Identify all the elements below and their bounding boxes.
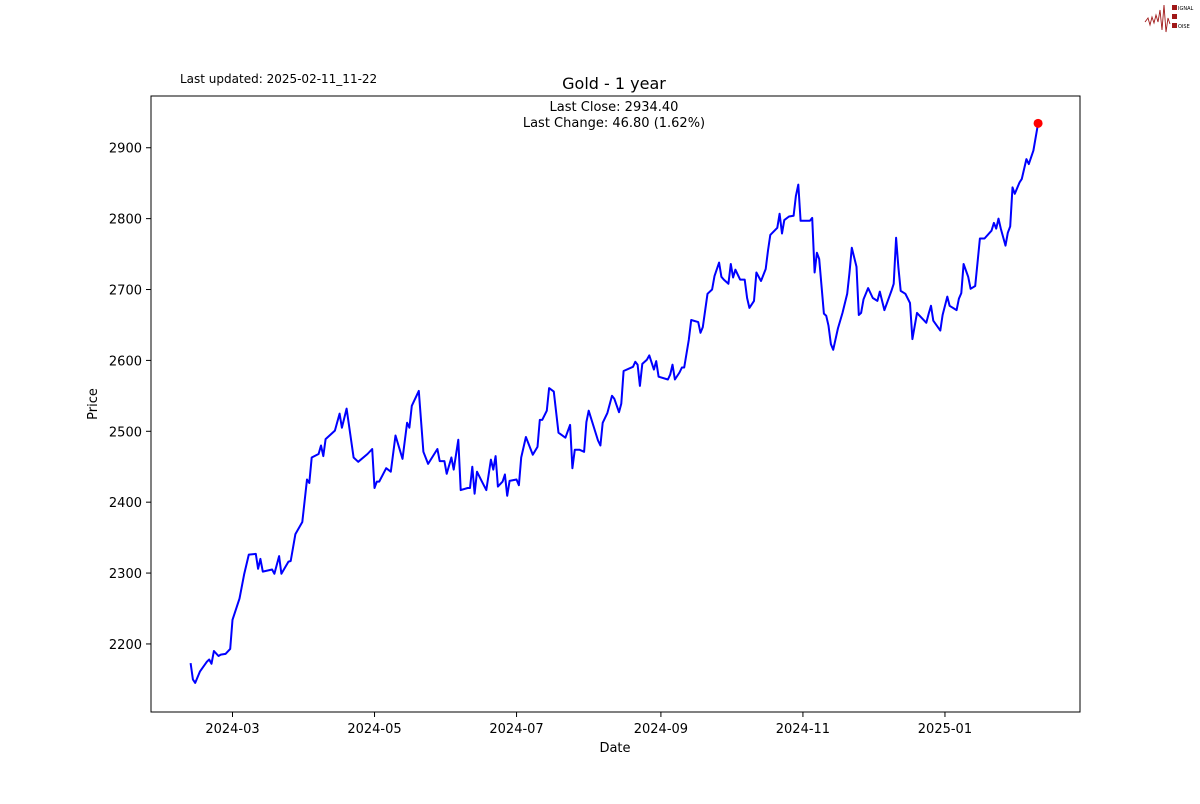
- y-tick-label: 2900: [109, 142, 142, 157]
- y-tick-label: 2800: [109, 213, 142, 228]
- x-tick-label: 2025-01: [918, 722, 972, 737]
- y-tick-label: 2300: [109, 567, 142, 582]
- last-close-annotation: Last Close: 2934.40: [550, 100, 679, 115]
- chart-title: Gold - 1 year: [562, 74, 666, 93]
- x-axis-ticks: 2024-03 2024-05 2024-07 2024-09 2024-11 2025-…: [205, 712, 972, 737]
- signal-2-noise-logo: IGNAL OISE: [1144, 4, 1194, 33]
- y-tick-label: 2500: [109, 425, 142, 440]
- svg-text:OISE: OISE: [1178, 24, 1190, 30]
- y-tick-label: 2400: [109, 496, 142, 511]
- x-axis-label: Date: [599, 741, 630, 756]
- last-close-point: [1033, 118, 1043, 128]
- x-tick-label: 2024-05: [347, 722, 401, 737]
- y-tick-label: 2600: [109, 354, 142, 369]
- x-tick-label: 2024-07: [489, 722, 543, 737]
- y-tick-label: 2200: [109, 638, 142, 653]
- price-series-line: [189, 123, 1040, 684]
- svg-text:IGNAL: IGNAL: [1178, 6, 1194, 12]
- y-tick-label: 2700: [109, 284, 142, 299]
- y-axis-label: Price: [86, 388, 101, 420]
- y-axis-ticks: 2200 2300 2400 2500 2600 2700 2800 2900: [109, 142, 151, 653]
- last-updated-label: Last updated: 2025-02-11_11-22: [180, 72, 377, 86]
- x-tick-label: 2024-03: [205, 722, 259, 737]
- x-tick-label: 2024-11: [776, 722, 830, 737]
- last-change-annotation: Last Change: 46.80 (1.62%): [523, 116, 705, 131]
- x-tick-label: 2024-09: [634, 722, 688, 737]
